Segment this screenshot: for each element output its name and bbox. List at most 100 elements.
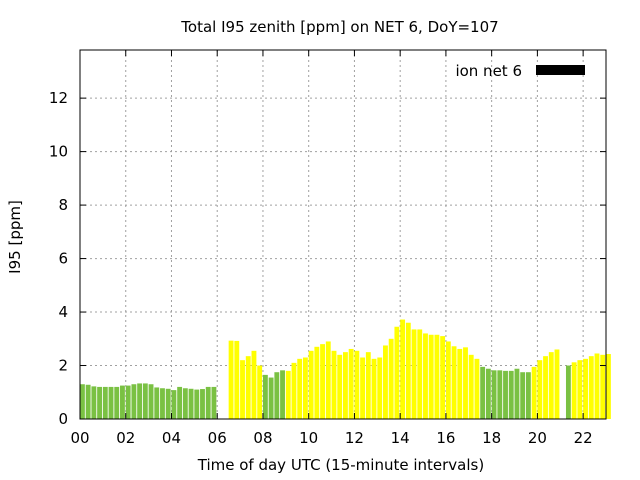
x-tick-label: 00 (70, 429, 89, 447)
bar (320, 344, 325, 419)
bar (85, 384, 91, 419)
bar (360, 357, 366, 419)
bar (234, 340, 240, 419)
x-tick-label: 04 (162, 429, 181, 447)
bar (577, 360, 583, 419)
bar (251, 350, 257, 419)
x-tick-label: 16 (436, 429, 455, 447)
bar (148, 384, 154, 419)
bar (120, 385, 125, 419)
bar (97, 386, 103, 419)
y-tick-label: 8 (58, 196, 68, 214)
bar (182, 388, 188, 419)
y-tick-label: 2 (58, 357, 68, 375)
bar (91, 386, 97, 419)
bars (80, 319, 611, 419)
bar (457, 348, 463, 419)
x-tick-label: 14 (391, 429, 410, 447)
bar (480, 366, 486, 419)
bar (485, 368, 491, 419)
bar (606, 354, 611, 419)
bar (102, 386, 108, 419)
bar (383, 345, 388, 419)
y-tick-label: 6 (58, 250, 68, 268)
x-tick-label: 18 (482, 429, 501, 447)
bar (114, 386, 120, 419)
legend-label: ion net 6 (455, 62, 522, 80)
bar (211, 386, 217, 419)
bar (520, 372, 526, 419)
bar (548, 352, 554, 419)
x-tick-label: 02 (116, 429, 135, 447)
bar (491, 370, 497, 419)
bar (514, 368, 520, 419)
bar (565, 365, 571, 419)
x-axis-label: Time of day UTC (15-minute intervals) (197, 456, 484, 474)
bar (205, 386, 211, 419)
y-tick-label: 0 (58, 410, 68, 428)
bar (80, 384, 85, 419)
plot-frame (79, 49, 607, 420)
bar (388, 338, 394, 419)
bar (131, 384, 137, 419)
bar (137, 383, 143, 419)
bar (434, 334, 440, 419)
bar (571, 362, 577, 419)
bar (554, 349, 560, 419)
bar (423, 333, 428, 419)
bar (154, 387, 160, 419)
bar (543, 356, 548, 419)
bar (537, 360, 543, 419)
bar (262, 374, 268, 419)
bar (400, 319, 406, 419)
bar (337, 354, 343, 419)
bar (377, 357, 383, 419)
bar (394, 326, 400, 419)
y-tick-label: 4 (58, 303, 68, 321)
x-tick-label: 22 (574, 429, 593, 447)
bar (240, 360, 245, 419)
bar (451, 346, 457, 419)
y-tick-label: 12 (49, 89, 68, 107)
bar (411, 329, 417, 419)
bar (525, 372, 531, 419)
bar (508, 370, 514, 419)
y-axis-label: I95 [ppm] (6, 200, 24, 274)
bar (474, 358, 480, 419)
bar (171, 390, 177, 419)
bar (160, 388, 165, 419)
x-tick-label: 12 (345, 429, 364, 447)
bar (428, 334, 434, 419)
bar (177, 386, 183, 419)
bar (497, 370, 503, 419)
bar (331, 350, 337, 419)
bar (314, 346, 320, 419)
bar (463, 347, 468, 419)
bar (200, 389, 205, 419)
bar (308, 350, 314, 419)
bar (588, 356, 594, 419)
bar (594, 353, 600, 419)
bar (343, 352, 348, 419)
x-tick-label: 06 (208, 429, 227, 447)
bar (354, 350, 360, 419)
x-tick-label: 20 (528, 429, 547, 447)
bar (108, 386, 114, 419)
bar (245, 356, 251, 419)
bar (371, 358, 377, 419)
bar (468, 354, 474, 419)
bar (194, 389, 200, 419)
bar (257, 365, 263, 419)
bar (445, 341, 451, 419)
bar (302, 357, 308, 419)
bar (531, 366, 537, 419)
bar (297, 358, 303, 419)
bar (583, 358, 588, 419)
y-tick-label: 10 (49, 143, 68, 161)
legend-swatch (536, 65, 585, 75)
bar (188, 388, 194, 419)
bar (125, 385, 131, 419)
grid-lines (80, 50, 606, 419)
bar (274, 372, 280, 419)
